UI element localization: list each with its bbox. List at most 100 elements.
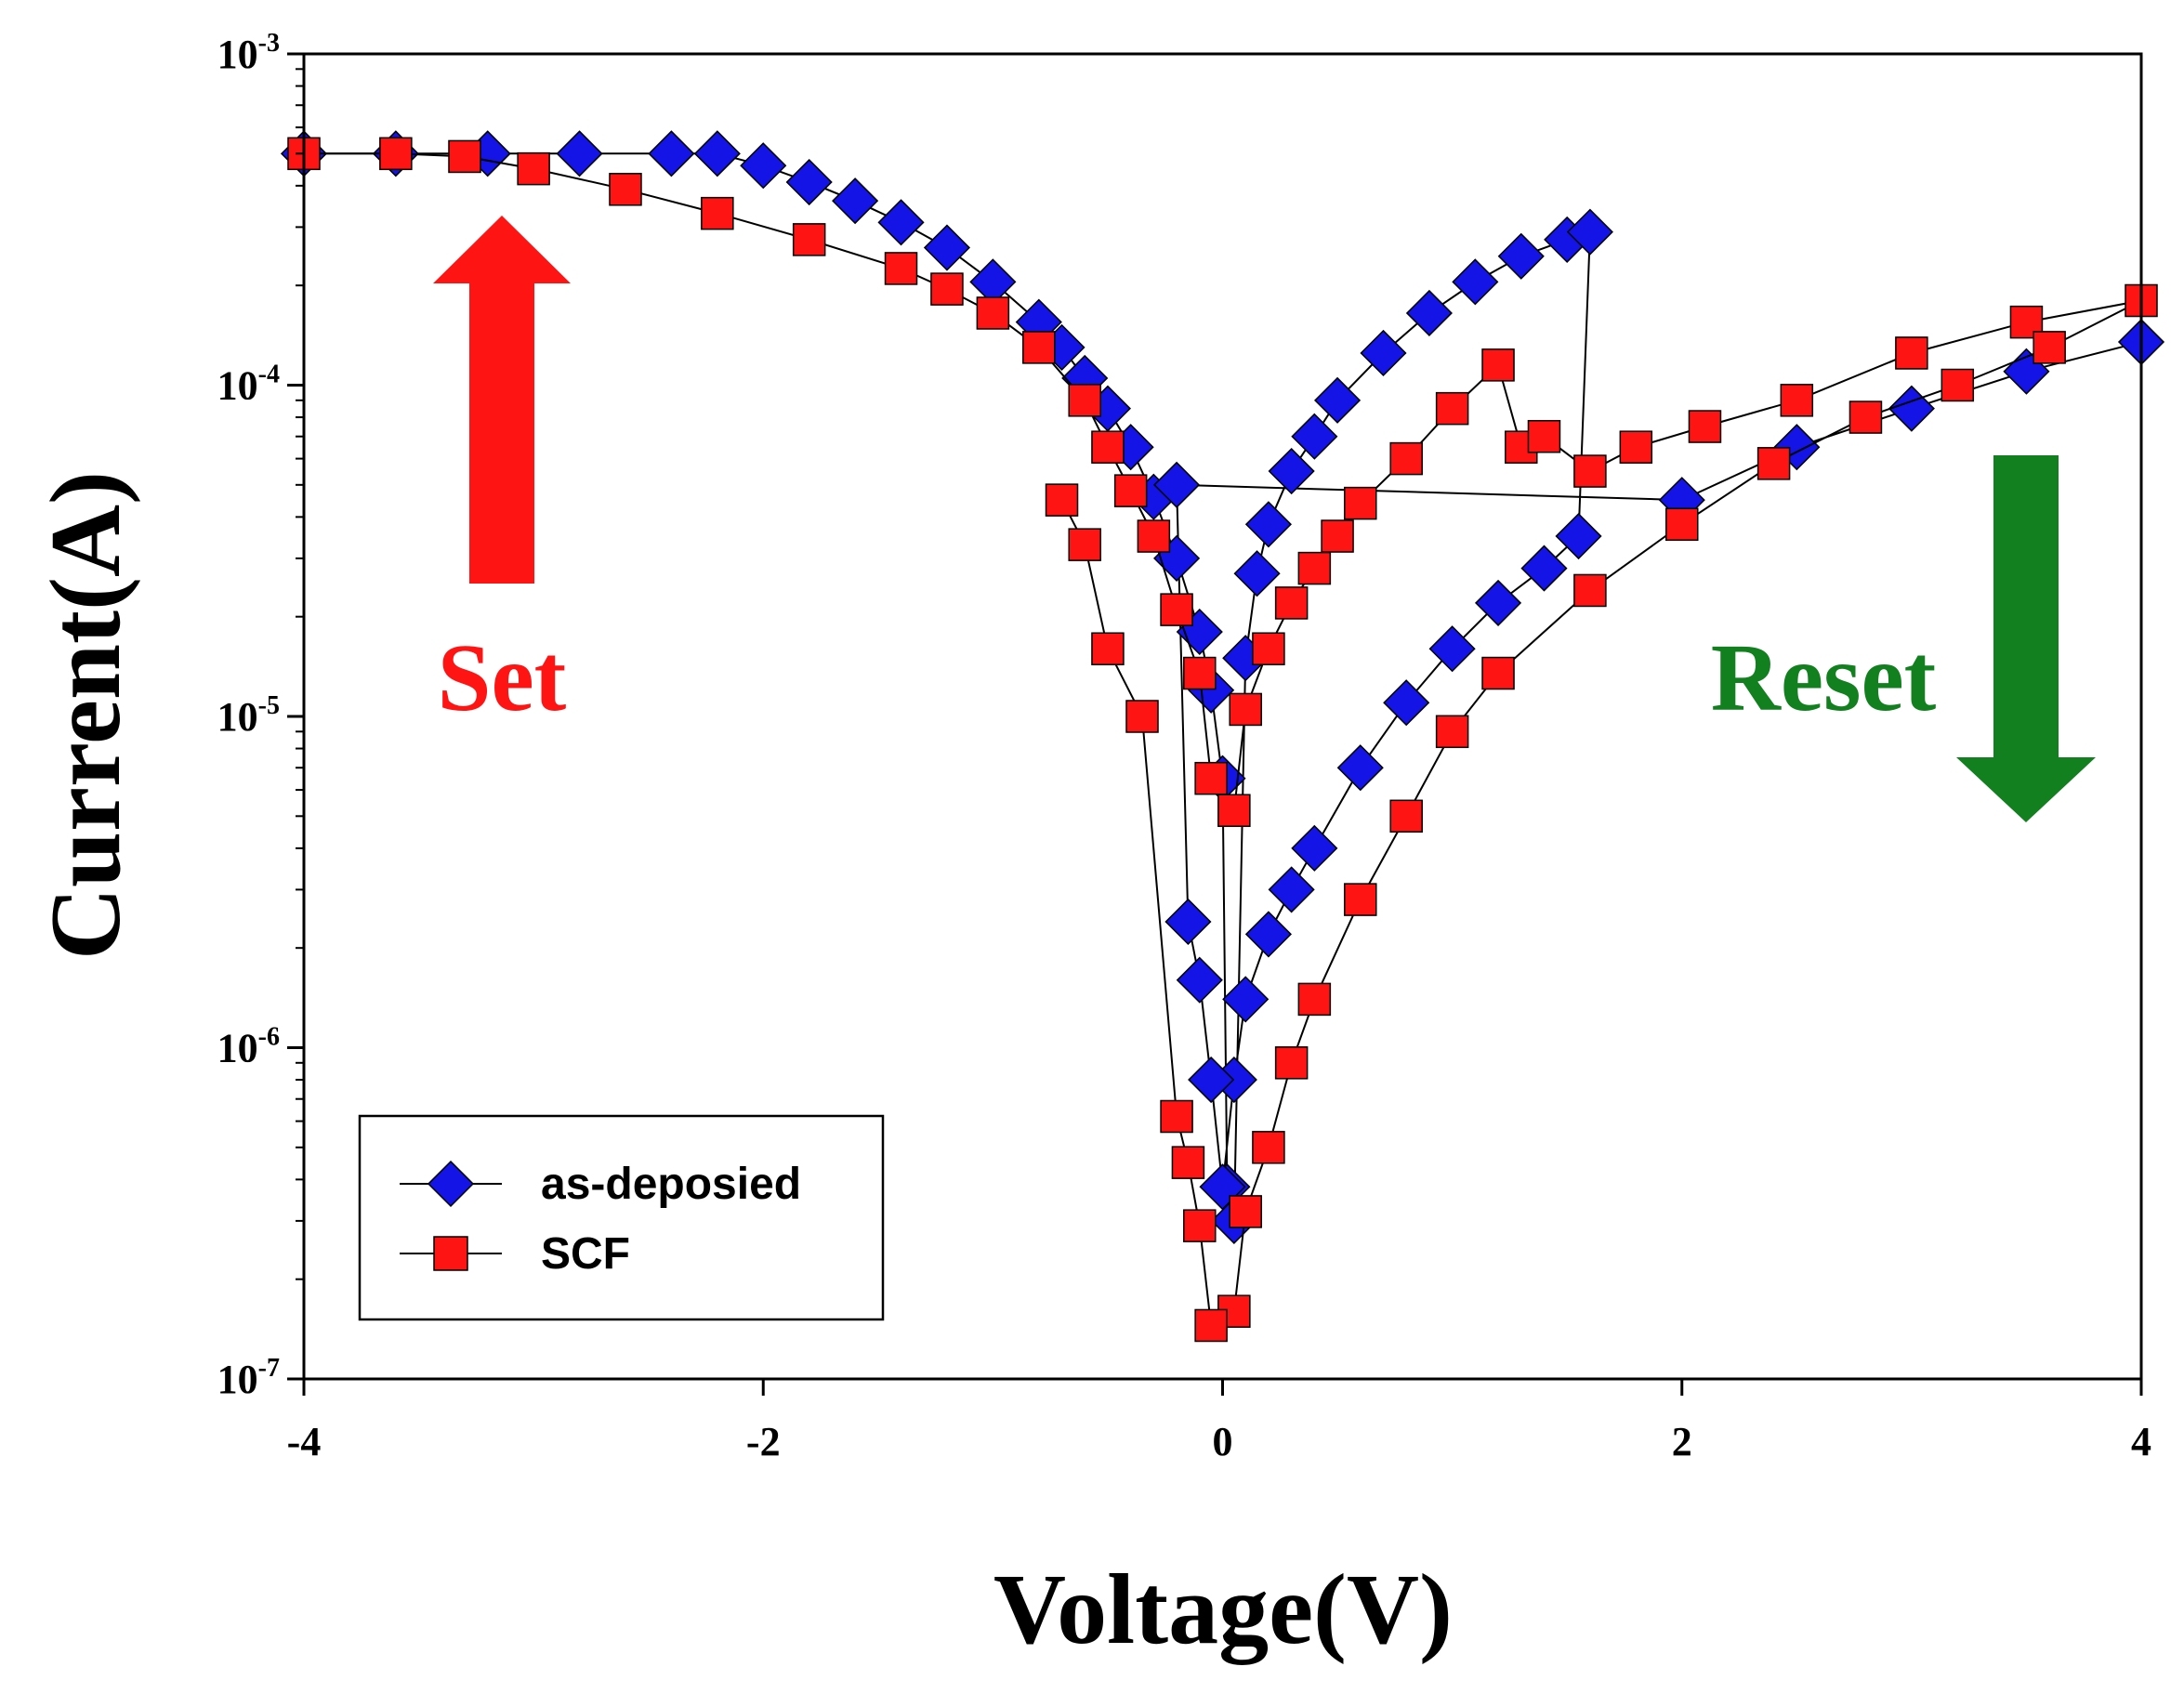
- y-tick-label: 10-3: [217, 29, 280, 77]
- data-point-square: [976, 296, 1010, 330]
- data-point-square: [1573, 573, 1607, 608]
- data-point-diamond: [1291, 413, 1338, 460]
- x-tick-label: 2: [1672, 1419, 1692, 1464]
- data-point-square: [1665, 507, 1699, 542]
- data-point-square: [1183, 656, 1217, 690]
- data-point-square: [1435, 715, 1469, 749]
- data-point-square: [884, 252, 918, 285]
- y-tick-exponent: -5: [258, 691, 280, 720]
- y-tick-base: 10: [217, 1357, 258, 1402]
- data-point-diamond: [1244, 911, 1292, 958]
- data-point-square: [1091, 632, 1125, 665]
- data-point-square: [1160, 1099, 1193, 1134]
- data-point-square: [1756, 447, 1791, 480]
- data-point-square: [1113, 474, 1148, 507]
- data-point-square: [1941, 368, 1975, 402]
- data-point-square: [609, 173, 642, 206]
- data-point-square: [379, 137, 413, 171]
- data-point-square: [1297, 551, 1332, 585]
- data-point-diamond: [1383, 679, 1430, 727]
- data-point-diamond: [1520, 545, 1568, 592]
- data-point-square: [1573, 454, 1607, 488]
- data-point-square: [1022, 331, 1056, 364]
- data-point-square: [1297, 982, 1332, 1017]
- data-point-square: [1895, 336, 1928, 370]
- data-point-diamond: [1244, 501, 1292, 548]
- data-point-square: [1688, 410, 1722, 443]
- data-point-square: [1045, 483, 1079, 517]
- series-scf: [287, 137, 2158, 1343]
- data-point-diamond: [1888, 385, 1935, 432]
- data-point-square: [517, 151, 550, 186]
- data-point-diamond: [1336, 744, 1384, 792]
- y-tick-label: 10-7: [217, 1354, 280, 1402]
- data-point-square: [448, 139, 481, 174]
- legend-box: [358, 1114, 885, 1321]
- set-arrow-icon: [433, 216, 571, 584]
- data-point-square: [930, 272, 964, 306]
- data-point-square: [1389, 799, 1423, 833]
- legend-label-scf: SCF: [541, 1229, 630, 1279]
- y-axis-title: Current(A): [31, 471, 141, 960]
- x-axis-title: Voltage(V): [993, 1555, 1453, 1665]
- data-point-square: [1217, 794, 1251, 827]
- y-tick-base: 10: [217, 694, 258, 740]
- data-point-diamond: [1474, 579, 1522, 626]
- data-point-square: [1389, 441, 1423, 476]
- data-point-square: [1481, 348, 1515, 382]
- data-point-square: [1527, 419, 1561, 453]
- set-annotation: Set: [433, 216, 571, 731]
- legend-marker-scf: [433, 1236, 468, 1271]
- data-point-diamond: [1428, 625, 1476, 673]
- data-point-diamond: [1233, 550, 1281, 597]
- data-point-diamond: [877, 199, 925, 246]
- y-tick-label: 10-6: [217, 1023, 280, 1071]
- data-point-square: [1160, 593, 1193, 626]
- data-point-diamond: [832, 177, 879, 225]
- data-point-diamond: [1314, 376, 1362, 424]
- data-point-square: [1344, 486, 1377, 520]
- data-point-diamond: [1360, 329, 1407, 377]
- x-tick-label: 4: [2131, 1419, 2151, 1464]
- x-tick-label: -2: [746, 1419, 781, 1464]
- data-point-square: [1068, 384, 1101, 417]
- legend-label-as-deposied: as-deposied: [541, 1160, 801, 1209]
- y-axis: 10-310-410-510-610-7: [217, 29, 304, 1402]
- data-point-square: [1274, 586, 1309, 620]
- data-point-diamond: [740, 142, 787, 190]
- x-tick-label: -4: [287, 1419, 322, 1464]
- data-point-square: [1229, 692, 1262, 727]
- data-point-square: [1780, 384, 1814, 417]
- data-point-square: [2033, 331, 2066, 364]
- data-point-square: [1274, 1046, 1309, 1080]
- data-point-diamond: [1176, 956, 1223, 1004]
- y-tick-exponent: -3: [258, 29, 280, 58]
- data-point-diamond: [1164, 898, 1212, 946]
- data-point-diamond: [648, 130, 695, 177]
- data-point-square: [701, 196, 734, 230]
- set-label: Set: [438, 624, 567, 731]
- data-point-square: [1125, 700, 1159, 733]
- data-point-diamond: [1405, 289, 1453, 337]
- y-tick-exponent: -6: [258, 1023, 280, 1052]
- y-tick-base: 10: [217, 363, 258, 409]
- data-point-square: [1183, 1209, 1217, 1242]
- data-point-diamond: [1268, 448, 1315, 495]
- x-axis: -4 -2 0 2 4: [287, 1379, 2151, 1464]
- data-point-diamond: [1497, 232, 1545, 280]
- data-point-diamond: [1222, 976, 1270, 1023]
- data-point-square: [1619, 430, 1653, 464]
- data-point-square: [1137, 519, 1171, 553]
- data-point-diamond: [1566, 208, 1613, 256]
- data-point-square: [1068, 528, 1101, 561]
- y-tick-base: 10: [217, 32, 258, 77]
- data-point-square: [1481, 656, 1515, 690]
- y-tick-base: 10: [217, 1026, 258, 1071]
- reset-label: Reset: [1711, 624, 1937, 731]
- y-tick-label: 10-5: [217, 691, 280, 740]
- data-point-square: [1171, 1146, 1205, 1179]
- data-point-square: [1252, 632, 1285, 665]
- data-point-diamond: [1291, 824, 1338, 872]
- data-point-diamond: [1153, 461, 1201, 508]
